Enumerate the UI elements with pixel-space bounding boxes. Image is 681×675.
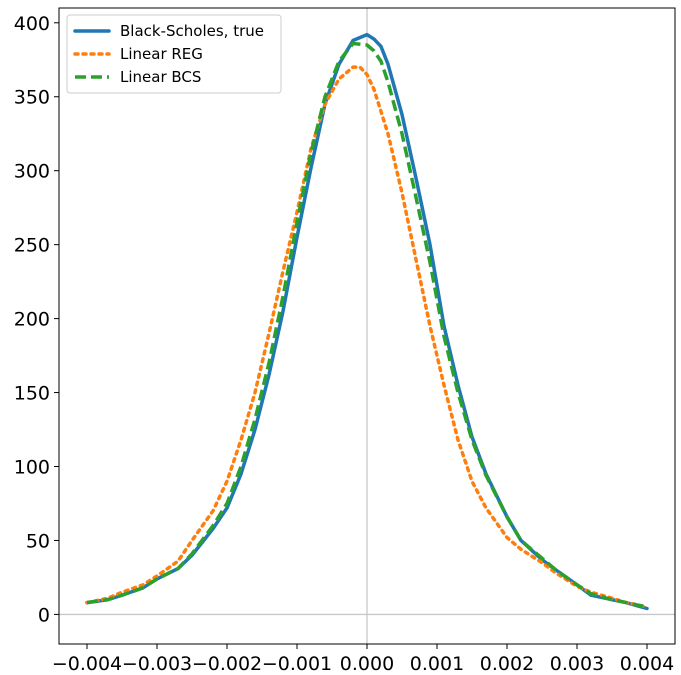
x-tick-label: 0.000	[340, 653, 394, 675]
x-tick-label: 0.004	[620, 653, 674, 675]
y-tick-label: 200	[14, 309, 50, 331]
x-tick-label: 0.001	[410, 653, 464, 675]
legend: Black-Scholes, true Linear REG Linear BCS	[66, 14, 282, 94]
legend-box	[66, 14, 282, 94]
y-tick-label: 50	[26, 530, 50, 552]
series-line-1	[85, 65, 649, 609]
y-tick-label: 150	[14, 383, 50, 405]
legend-label-1: Linear REG	[120, 45, 203, 63]
x-tick-label: 0.002	[480, 653, 534, 675]
x-axis: −0.004 −0.003 −0.002 −0.001 0.000 0.001 0.002 0…	[52, 644, 674, 675]
y-tick-label: 250	[14, 235, 50, 257]
y-axis: 0 50 100 150 200 250 300 350 400	[14, 13, 59, 626]
x-tick-label: −0.002	[192, 653, 262, 675]
legend-label-0: Black-Scholes, true	[120, 22, 264, 40]
y-tick-label: 0	[38, 604, 50, 626]
legend-label-2: Linear BCS	[120, 68, 201, 86]
y-tick-label: 400	[14, 13, 50, 35]
x-tick-label: 0.003	[550, 653, 604, 675]
y-tick-label: 350	[14, 87, 50, 109]
x-tick-label: −0.003	[122, 653, 192, 675]
reference-lines	[59, 8, 675, 644]
x-tick-label: −0.001	[262, 653, 332, 675]
series-line-2	[86, 41, 648, 609]
series-layer	[85, 32, 649, 611]
x-tick-label: −0.004	[52, 653, 122, 675]
y-tick-label: 300	[14, 161, 50, 183]
y-tick-label: 100	[14, 457, 50, 479]
